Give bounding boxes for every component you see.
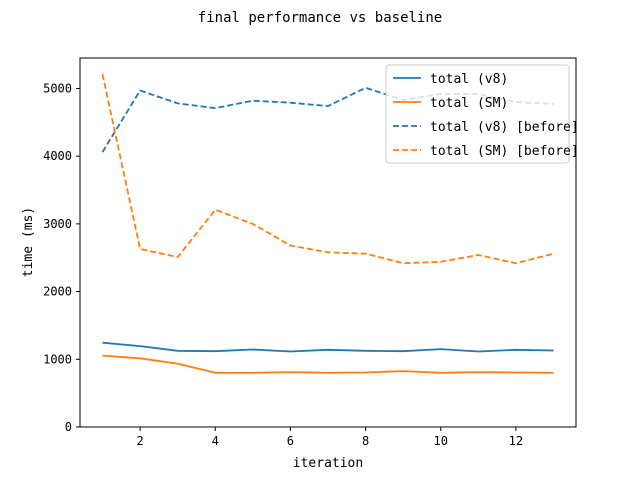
x-axis-label: iteration [293, 456, 363, 471]
y-tick-label: 0 [65, 420, 72, 434]
series-line-0 [102, 341, 554, 353]
legend-label: total (v8) [430, 72, 508, 87]
legend-box [385, 64, 570, 164]
y-tick-label: 2000 [43, 285, 72, 299]
plot-area: 2 4 6 8 10 12 0 1000 2000 3000 4000 5000 [43, 81, 523, 448]
x-tick-label: 10 [434, 434, 448, 448]
legend: total (v8) total (SM) total (v8) [before] t… [385, 64, 579, 164]
legend-label: total (SM) [before] [430, 144, 579, 159]
legend-label: total (v8) [before] [430, 120, 579, 135]
series-line-2 [101, 86, 554, 153]
y-tick-label: 3000 [43, 217, 72, 231]
legend-label: total (SM) [430, 96, 508, 111]
y-tick-label: 5000 [43, 81, 72, 95]
plot-frame [79, 57, 577, 428]
x-tick-label: 4 [212, 434, 219, 448]
y-tick-label: 1000 [43, 352, 72, 366]
x-tick-label: 8 [362, 434, 369, 448]
y-tick-label: 4000 [43, 149, 72, 163]
x-tick-label: 12 [509, 434, 523, 448]
series-line-3 [101, 74, 554, 265]
series-line-1 [102, 354, 554, 374]
series-layer [101, 74, 554, 374]
x-tick-label: 2 [137, 434, 144, 448]
x-tick-label: 6 [287, 434, 294, 448]
y-axis-label: time (ms) [21, 207, 36, 277]
chart-title: final performance vs baseline [198, 10, 442, 26]
